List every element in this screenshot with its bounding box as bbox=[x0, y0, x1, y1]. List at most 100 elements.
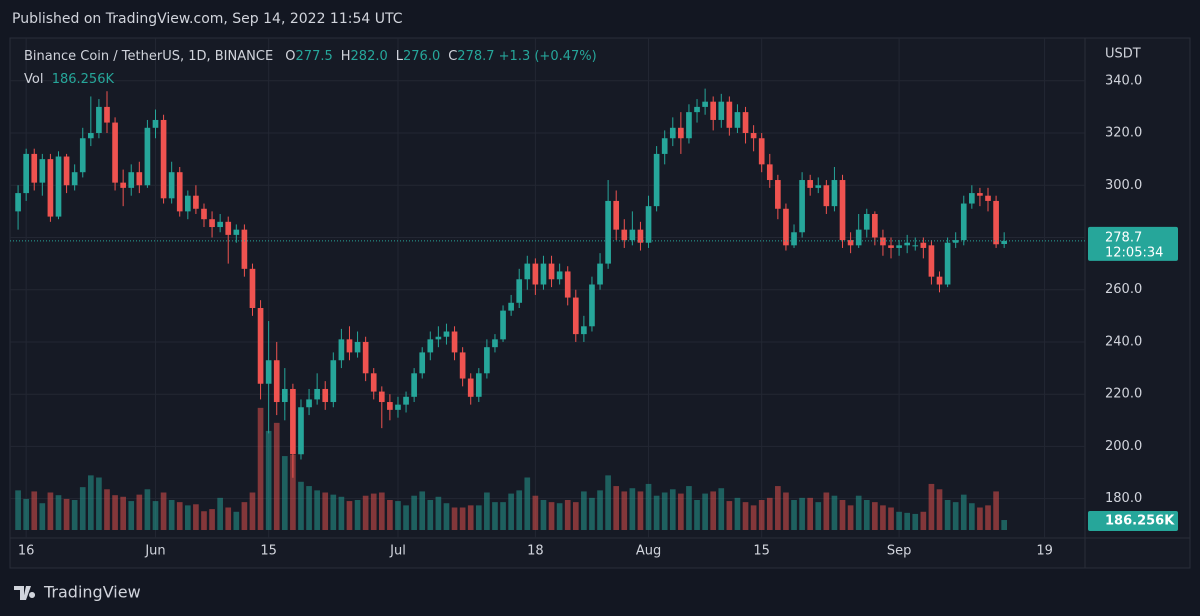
volume-bar bbox=[370, 493, 377, 530]
ohlc: O277.5 H282.0 L276.0 C278.7 bbox=[277, 49, 494, 64]
candle-body bbox=[176, 172, 183, 212]
volume-bar bbox=[281, 456, 288, 530]
candle-body bbox=[783, 208, 789, 246]
y-tick-label: 180.0 bbox=[1105, 491, 1142, 506]
candle-body bbox=[403, 396, 409, 405]
candle-body bbox=[702, 101, 708, 107]
logo bbox=[14, 586, 36, 600]
candle-body bbox=[888, 245, 894, 248]
candle-body bbox=[985, 195, 991, 201]
candle-body bbox=[419, 352, 426, 374]
candle-body bbox=[31, 153, 38, 183]
candle-body bbox=[96, 106, 102, 134]
candle-body bbox=[435, 336, 442, 340]
x-tick-label: Sep bbox=[887, 544, 912, 559]
legend: Binance Coin / TetherUS, 1D, BINANCE O27… bbox=[24, 49, 597, 64]
volume-bar bbox=[872, 502, 878, 530]
volume-bar bbox=[532, 495, 539, 530]
volume-bar bbox=[912, 513, 919, 530]
volume-bar bbox=[581, 491, 587, 530]
candle-body bbox=[669, 127, 676, 139]
volume-bar bbox=[1001, 520, 1008, 530]
volume-bar bbox=[378, 492, 385, 530]
candle-body bbox=[581, 326, 587, 335]
legend-key: O bbox=[285, 49, 296, 64]
volume-bar bbox=[184, 505, 191, 530]
volume-bar bbox=[589, 497, 595, 530]
volume-bar bbox=[193, 504, 199, 530]
candle-body bbox=[694, 106, 700, 113]
volume-bar bbox=[758, 500, 765, 530]
volume-bar bbox=[120, 496, 126, 530]
x-tick-label: Jul bbox=[389, 544, 406, 559]
candle-body bbox=[71, 172, 78, 186]
candle-body bbox=[411, 373, 417, 397]
volume-bar bbox=[459, 507, 466, 530]
volume-bar bbox=[314, 490, 320, 530]
volume-bar bbox=[467, 505, 474, 530]
candle-body bbox=[855, 229, 862, 246]
volume-bar bbox=[217, 497, 223, 530]
volume-bar bbox=[306, 486, 312, 530]
volume-bar bbox=[985, 505, 991, 530]
candle-body bbox=[233, 229, 240, 235]
symbol: Binance Coin / TetherUS, 1D, BINANCE bbox=[24, 49, 274, 64]
candle-body bbox=[969, 193, 975, 204]
legend-value: 277.5 bbox=[295, 49, 333, 64]
candle-body bbox=[387, 402, 393, 410]
candle-body bbox=[540, 263, 547, 285]
candle-body bbox=[225, 221, 232, 235]
candle-body bbox=[807, 180, 814, 188]
countdown: 12:05:34 bbox=[1105, 245, 1163, 260]
volume-bar bbox=[23, 498, 29, 530]
candle-body bbox=[645, 206, 652, 243]
candle-body bbox=[322, 388, 329, 403]
volume-bar bbox=[564, 500, 571, 530]
candle-body bbox=[831, 180, 838, 207]
candle-body bbox=[500, 310, 506, 340]
volume-bar bbox=[556, 503, 563, 530]
volume-bar bbox=[168, 500, 175, 530]
vol-key: Vol bbox=[24, 72, 44, 87]
volume-bar bbox=[969, 503, 975, 530]
volume-bar bbox=[726, 501, 733, 530]
volume-bar bbox=[888, 507, 894, 530]
candle-body bbox=[839, 180, 846, 241]
volume-bar bbox=[362, 495, 369, 530]
volume-bar bbox=[734, 497, 741, 530]
volume-bar bbox=[403, 505, 409, 530]
candle-body bbox=[87, 133, 94, 139]
volume-bar bbox=[920, 511, 927, 530]
candle-body bbox=[484, 347, 490, 374]
candle-body bbox=[427, 339, 434, 353]
volume-bar bbox=[613, 486, 620, 530]
volume-bar bbox=[451, 507, 458, 530]
candle-body bbox=[605, 200, 611, 264]
volume-bar bbox=[936, 489, 943, 530]
y-tick-label: 220.0 bbox=[1105, 387, 1142, 402]
y-tick-label: 300.0 bbox=[1105, 178, 1142, 193]
volume-bar bbox=[411, 495, 417, 530]
volume-bar bbox=[977, 507, 983, 530]
volume-bar bbox=[249, 492, 256, 530]
volume-bar bbox=[298, 481, 304, 530]
volume-bar bbox=[87, 475, 94, 530]
candle-body bbox=[847, 240, 854, 246]
price-tag bbox=[1088, 226, 1178, 261]
x-tick-label: 18 bbox=[527, 544, 544, 559]
volume-bar bbox=[104, 489, 110, 530]
candle-body bbox=[55, 156, 62, 217]
volume-bar bbox=[144, 489, 151, 530]
volume-bar bbox=[427, 500, 434, 530]
volume-bar bbox=[645, 483, 652, 530]
volume-bar bbox=[265, 430, 272, 530]
volume-bar bbox=[710, 491, 717, 530]
volume-bar bbox=[15, 490, 21, 530]
volume-bar bbox=[47, 492, 54, 530]
volume-bar bbox=[863, 500, 870, 530]
candle-body bbox=[63, 156, 70, 186]
volume-bar bbox=[572, 502, 579, 530]
pane bbox=[9, 37, 1191, 569]
candle-body bbox=[451, 331, 458, 353]
price-tag-value: 278.7 bbox=[1105, 230, 1142, 245]
